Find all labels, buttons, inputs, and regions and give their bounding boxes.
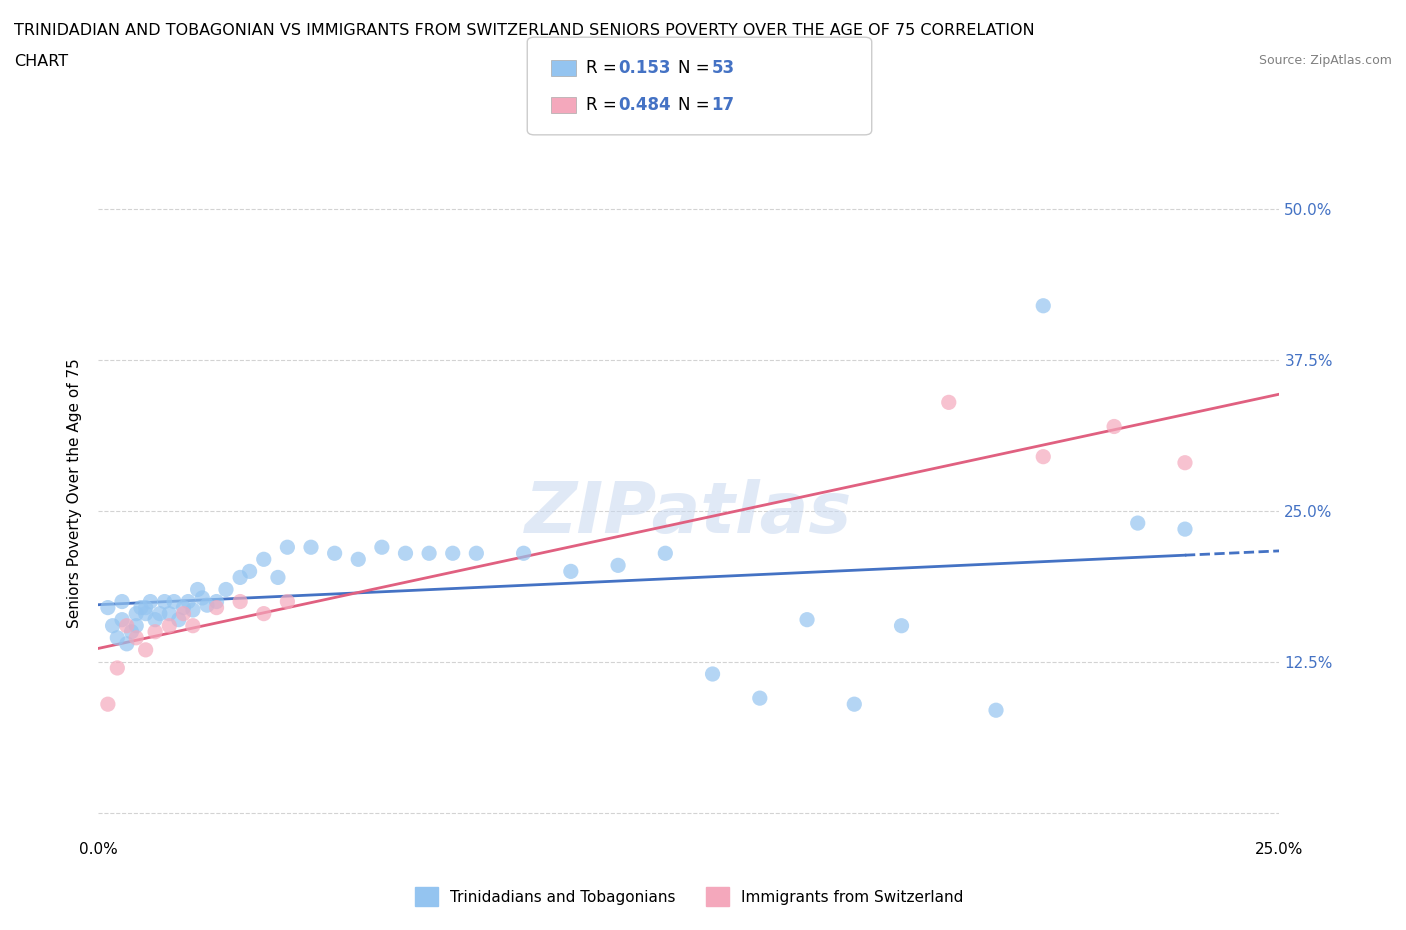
Point [512, 546, 534, 561]
Text: R =: R = [586, 59, 623, 77]
Point [844, 697, 866, 711]
Point [229, 570, 252, 585]
Point [139, 594, 162, 609]
Point [890, 618, 912, 633]
Point [177, 594, 200, 609]
Point [101, 618, 124, 633]
Point [172, 600, 194, 615]
Point [560, 564, 582, 578]
Point [115, 636, 138, 651]
Point [239, 564, 262, 578]
Point [1174, 522, 1197, 537]
Point [441, 546, 464, 561]
Text: 17: 17 [711, 96, 734, 114]
Y-axis label: Seniors Poverty Over the Age of 75: Seniors Poverty Over the Age of 75 [67, 358, 83, 628]
Point [125, 631, 148, 645]
Text: Source: ZipAtlas.com: Source: ZipAtlas.com [1258, 54, 1392, 67]
Point [111, 594, 134, 609]
Text: 0.153: 0.153 [619, 59, 671, 77]
Text: TRINIDADIAN AND TOBAGONIAN VS IMMIGRANTS FROM SWITZERLAND SENIORS POVERTY OVER T: TRINIDADIAN AND TOBAGONIAN VS IMMIGRANTS… [14, 23, 1035, 38]
Text: N =: N = [678, 96, 714, 114]
Point [796, 612, 818, 627]
Point [418, 546, 440, 561]
Point [163, 594, 186, 609]
Point [371, 539, 394, 554]
Point [702, 667, 724, 682]
Point [97, 600, 120, 615]
Point [135, 643, 157, 658]
Point [465, 546, 488, 561]
Point [299, 539, 322, 554]
Point [97, 697, 120, 711]
Point [347, 551, 370, 566]
Point [323, 546, 346, 561]
Point [181, 618, 204, 633]
Point [195, 598, 218, 613]
Text: ZIPatlas: ZIPatlas [526, 479, 852, 548]
Point [115, 618, 138, 633]
Text: N =: N = [678, 59, 714, 77]
Text: 53: 53 [711, 59, 734, 77]
Point [229, 594, 252, 609]
Point [111, 612, 134, 627]
Point [105, 631, 128, 645]
Point [153, 594, 176, 609]
Point [1032, 299, 1054, 313]
Point [181, 603, 204, 618]
Point [215, 582, 238, 597]
Point [167, 612, 190, 627]
Text: 0.484: 0.484 [619, 96, 671, 114]
Point [253, 606, 276, 621]
Point [267, 570, 290, 585]
Point [187, 582, 209, 597]
Point [125, 606, 148, 621]
Point [276, 539, 298, 554]
Point [191, 591, 214, 605]
Point [135, 606, 157, 621]
Point [1032, 449, 1054, 464]
Point [125, 618, 148, 633]
Point [157, 618, 180, 633]
Point [105, 660, 128, 675]
Text: R =: R = [586, 96, 623, 114]
Point [276, 594, 298, 609]
Point [205, 600, 228, 615]
Point [394, 546, 416, 561]
Text: CHART: CHART [14, 54, 67, 69]
Point [157, 606, 180, 621]
Point [654, 546, 676, 561]
Point [129, 600, 152, 615]
Point [748, 691, 770, 706]
Point [1174, 456, 1197, 471]
Point [253, 551, 276, 566]
Point [135, 600, 157, 615]
Point [143, 624, 166, 639]
Point [205, 594, 228, 609]
Point [172, 606, 194, 621]
Point [1126, 515, 1149, 530]
Point [121, 624, 143, 639]
Legend: Trinidadians and Tobagonians, Immigrants from Switzerland: Trinidadians and Tobagonians, Immigrants… [409, 881, 969, 912]
Point [938, 395, 960, 410]
Point [143, 612, 166, 627]
Point [149, 606, 172, 621]
Point [607, 558, 630, 573]
Point [1102, 419, 1125, 434]
Point [984, 703, 1007, 718]
